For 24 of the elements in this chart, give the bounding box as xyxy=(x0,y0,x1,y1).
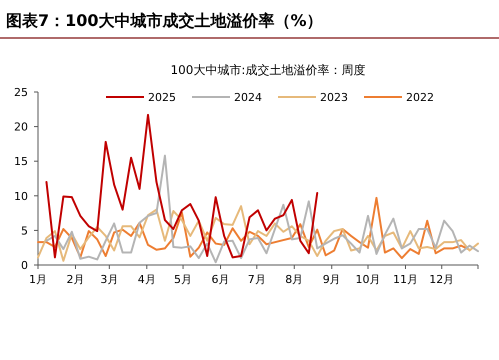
x-tick-label: 11月 xyxy=(392,273,418,286)
x-tick-label: 3月 xyxy=(100,273,118,286)
legend-label: 2025 xyxy=(148,91,176,104)
x-tick-label: 10月 xyxy=(356,273,380,286)
x-tick-label: 2月 xyxy=(66,273,84,286)
chart-subtitle: 100大中城市:成交土地溢价率：周度 xyxy=(170,63,366,77)
y-tick-label: 20 xyxy=(14,120,28,134)
y-tick-label: 25 xyxy=(14,86,28,99)
y-tick-label: 10 xyxy=(14,190,28,203)
x-tick-label: 8月 xyxy=(285,273,304,286)
y-tick-label: 15 xyxy=(14,155,28,168)
legend-label: 2023 xyxy=(320,91,348,104)
y-tick-label: 5 xyxy=(21,224,28,238)
y-tick-label: 0 xyxy=(21,259,28,272)
x-tick-label: 9月 xyxy=(322,273,341,286)
legend-label: 2024 xyxy=(234,91,262,104)
x-tick-label: 5月 xyxy=(174,273,192,286)
legend-label: 2022 xyxy=(406,91,434,104)
x-tick-label: 6月 xyxy=(212,273,230,286)
x-tick-label: 1月 xyxy=(29,273,47,286)
chart-title: 图表7：100大中城市成交土地溢价率（%） xyxy=(6,11,323,30)
x-tick-label: 7月 xyxy=(248,273,266,286)
x-tick-label: 12月 xyxy=(429,273,454,286)
x-tick-label: 4月 xyxy=(138,273,156,286)
